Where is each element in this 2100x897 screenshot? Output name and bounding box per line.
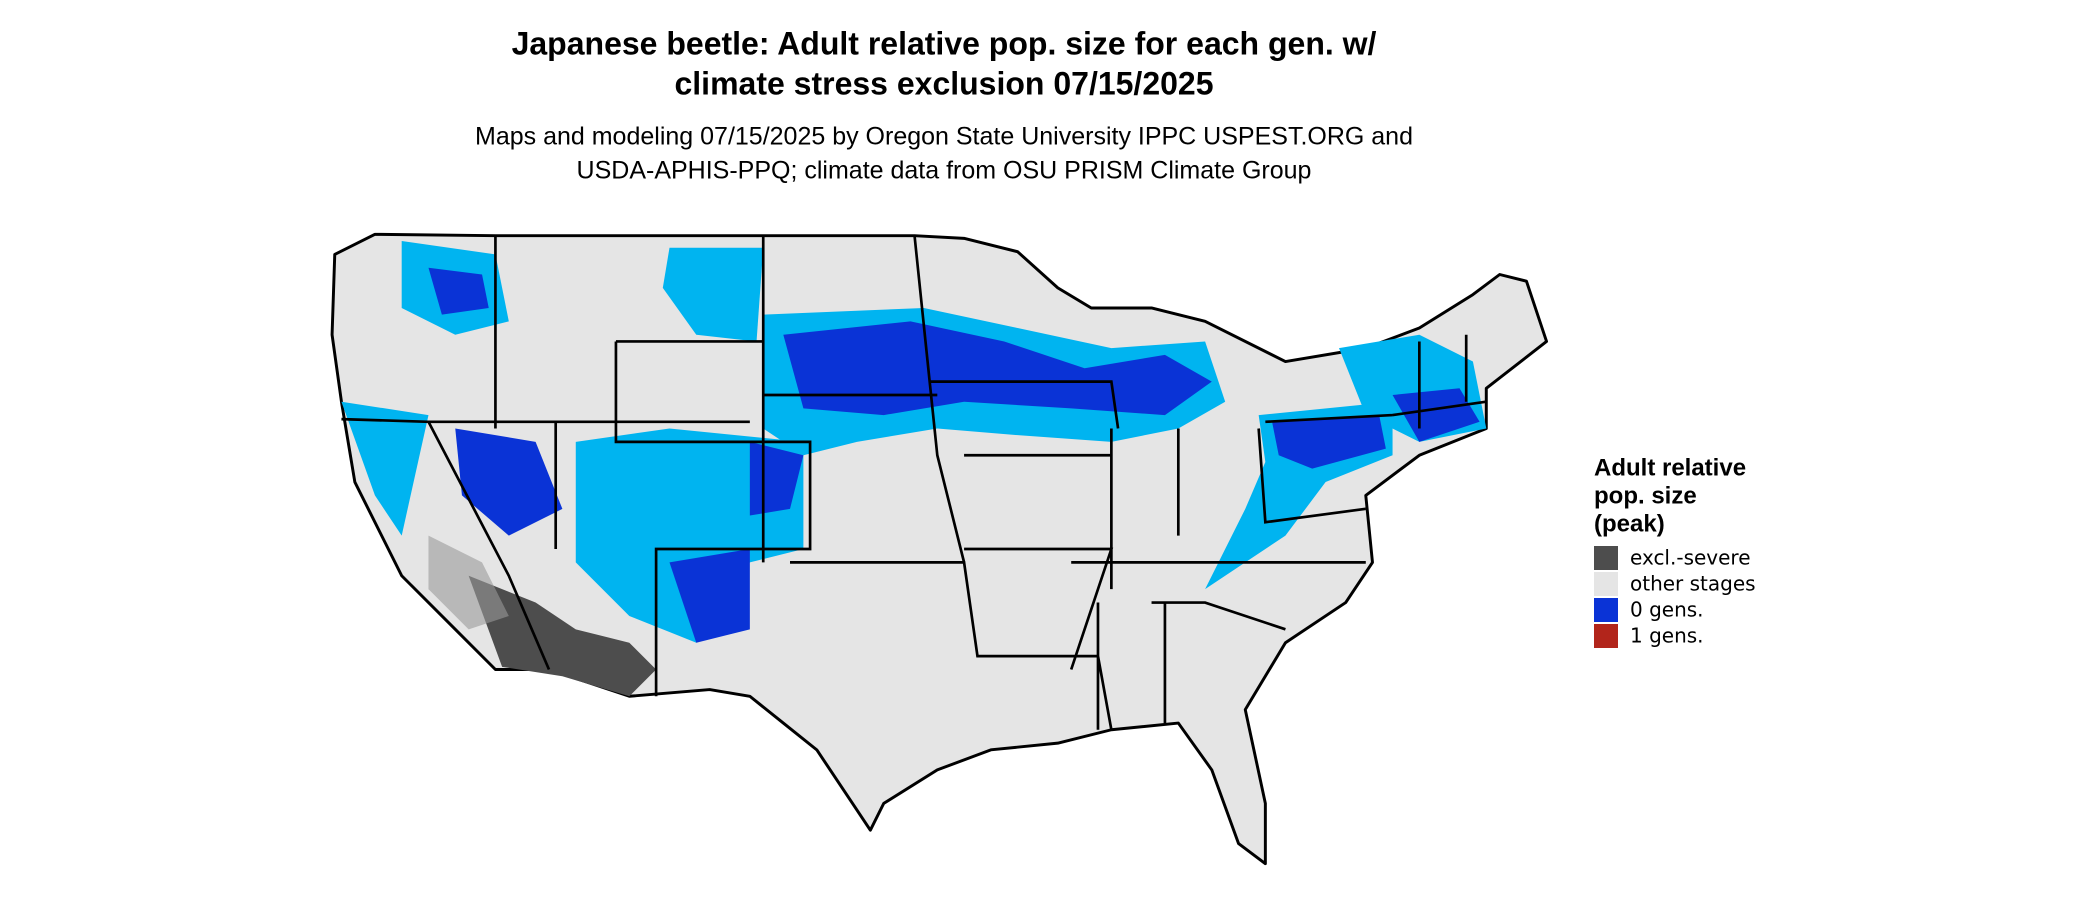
legend-swatch [1594, 572, 1618, 596]
us-map [330, 232, 1549, 866]
legend-label: excl.-severe [1630, 546, 1751, 570]
severe-area [468, 575, 657, 697]
legend-label: other stages [1630, 572, 1756, 596]
state-borders [341, 235, 1487, 730]
map-title: Japanese beetle: Adult relative pop. siz… [512, 25, 1377, 61]
map-subtitle: Maps and modeling 07/15/2025 by Oregon S… [475, 123, 1413, 151]
dark-blue-areas [428, 267, 1480, 643]
legend-swatch [1594, 624, 1618, 648]
legend-swatch [1594, 598, 1618, 622]
map-title: climate stress exclusion 07/15/2025 [674, 65, 1213, 101]
legend-label: 0 gens. [1630, 598, 1704, 622]
legend-swatch [1594, 546, 1618, 570]
legend-label: 1 gens. [1630, 624, 1704, 648]
legend-title: (peak) [1594, 510, 1665, 537]
legend-title: pop. size [1594, 482, 1697, 509]
map-subtitle: USDA-APHIS-PPQ; climate data from OSU PR… [577, 157, 1312, 185]
legend-title: Adult relative [1594, 454, 1746, 481]
severe-area [428, 535, 509, 630]
